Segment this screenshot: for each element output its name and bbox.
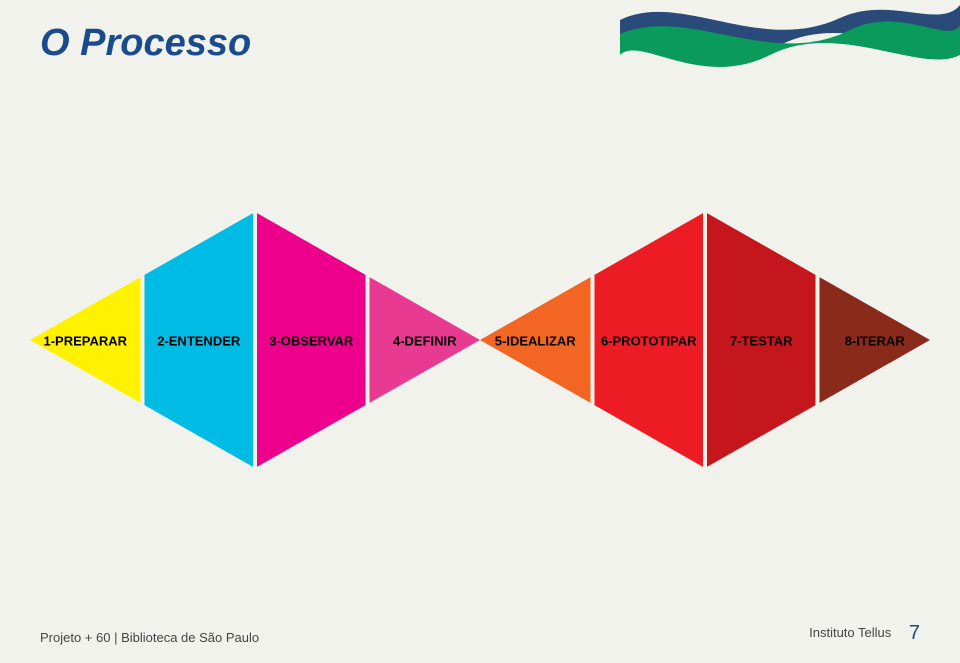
process-segment-label: 2-ENTENDER <box>157 333 241 348</box>
process-segment-label: 8-ITERAR <box>845 333 906 348</box>
process-segment-label: 5-IDEALIZAR <box>495 333 577 348</box>
slide-title: O Processo <box>40 22 251 65</box>
process-segment-label: 4-DEFINIR <box>393 333 457 348</box>
wave-back <box>620 5 960 57</box>
process-segment-label: 7-TESTAR <box>730 333 793 348</box>
process-segment-label: 3-OBSERVAR <box>269 333 354 348</box>
page-number: 7 <box>909 622 920 644</box>
wave-front <box>620 21 960 66</box>
decorative-wave <box>620 0 960 70</box>
process-segment-label: 6-PROTOTIPAR <box>601 333 697 348</box>
footer-right-text: Instituto Tellus <box>809 625 891 640</box>
slide: O Processo 1-PREPARAR 2-ENTENDER 3-OBSERVA… <box>0 0 960 663</box>
process-segment-label: 1-PREPARAR <box>43 333 127 348</box>
process-diagram: 1-PREPARAR 2-ENTENDER 3-OBSERVAR 4-DEFINIR 5… <box>30 210 930 470</box>
footer-left: Projeto + 60 | Biblioteca de São Paulo <box>40 630 259 645</box>
footer-right: Instituto Tellus 7 <box>809 622 920 645</box>
